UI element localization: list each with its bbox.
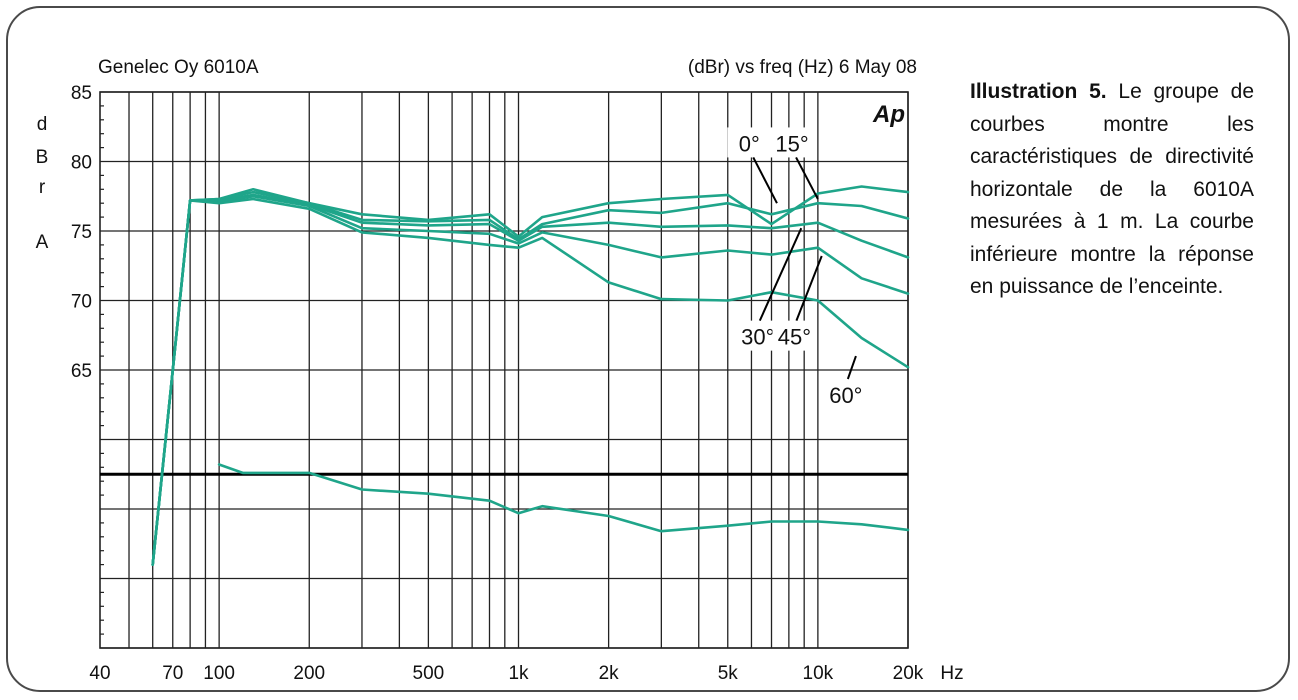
y-axis-label-char: B <box>36 147 49 168</box>
y-axis-label-char: A <box>36 232 49 253</box>
annotation-pointer <box>795 156 819 200</box>
caption-text: Le groupe de courbes montre les caractér… <box>970 80 1255 298</box>
series-line <box>151 197 910 566</box>
annotation-label: 30° <box>741 325 774 350</box>
y-tick-label: 70 <box>71 292 92 313</box>
annotation-label: 15° <box>775 131 808 156</box>
axis-labels: 40 70 100 200 500 1k 2k 5k 10k 20k Hz 85 80 75 70 65 dBr… <box>36 83 964 684</box>
x-tick-label: 500 <box>413 663 445 684</box>
y-tick-label: 75 <box>71 222 92 243</box>
x-tick-label: 20k <box>893 663 924 684</box>
chart-title-left: Genelec Oy 6010A <box>98 57 259 78</box>
annotation-box <box>823 379 868 410</box>
x-tick-label: 40 <box>89 663 110 684</box>
annotation-pointer <box>795 255 823 322</box>
annotation-box <box>772 320 817 351</box>
angle-annotations: 0° 15° 30° 45° 60° <box>727 127 868 410</box>
annotation-box <box>770 127 815 158</box>
y-tick-label: 80 <box>71 153 92 174</box>
chart-title-right: (dBr) vs freq (Hz) 6 May 08 <box>688 57 917 78</box>
plot-border <box>99 91 909 649</box>
grid <box>99 91 909 649</box>
x-axis-label: Hz <box>940 663 963 684</box>
ap-logo: Ap <box>872 101 905 128</box>
y-axis-label-char: r <box>39 177 46 198</box>
annotation-label: 45° <box>778 325 811 350</box>
annotation-box <box>727 127 772 158</box>
annotation-label: 0° <box>739 131 760 156</box>
figure-caption: Illustration 5. Le groupe de courbes mon… <box>970 76 1254 304</box>
x-tick-label: 5k <box>718 663 739 684</box>
figure-frame <box>6 6 1290 692</box>
series-group <box>151 185 910 566</box>
x-tick-label: 2k <box>599 663 620 684</box>
x-tick-label: 200 <box>293 663 325 684</box>
annotation-label: 60° <box>829 383 862 408</box>
x-tick-label: 10k <box>803 663 834 684</box>
x-tick-label: 100 <box>203 663 235 684</box>
annotation-pointer <box>758 227 803 322</box>
y-axis-label-char: d <box>37 114 48 135</box>
x-tick-label: 70 <box>162 663 183 684</box>
power-response-line <box>217 463 910 533</box>
caption-lead: Illustration 5. <box>970 80 1107 103</box>
annotation-pointer <box>846 355 857 380</box>
annotation-pointer <box>752 156 778 204</box>
y-tick-label: 65 <box>71 361 92 382</box>
x-tick-label: 1k <box>508 663 529 684</box>
axis-ticks <box>100 105 104 635</box>
y-tick-label: 85 <box>71 83 92 104</box>
